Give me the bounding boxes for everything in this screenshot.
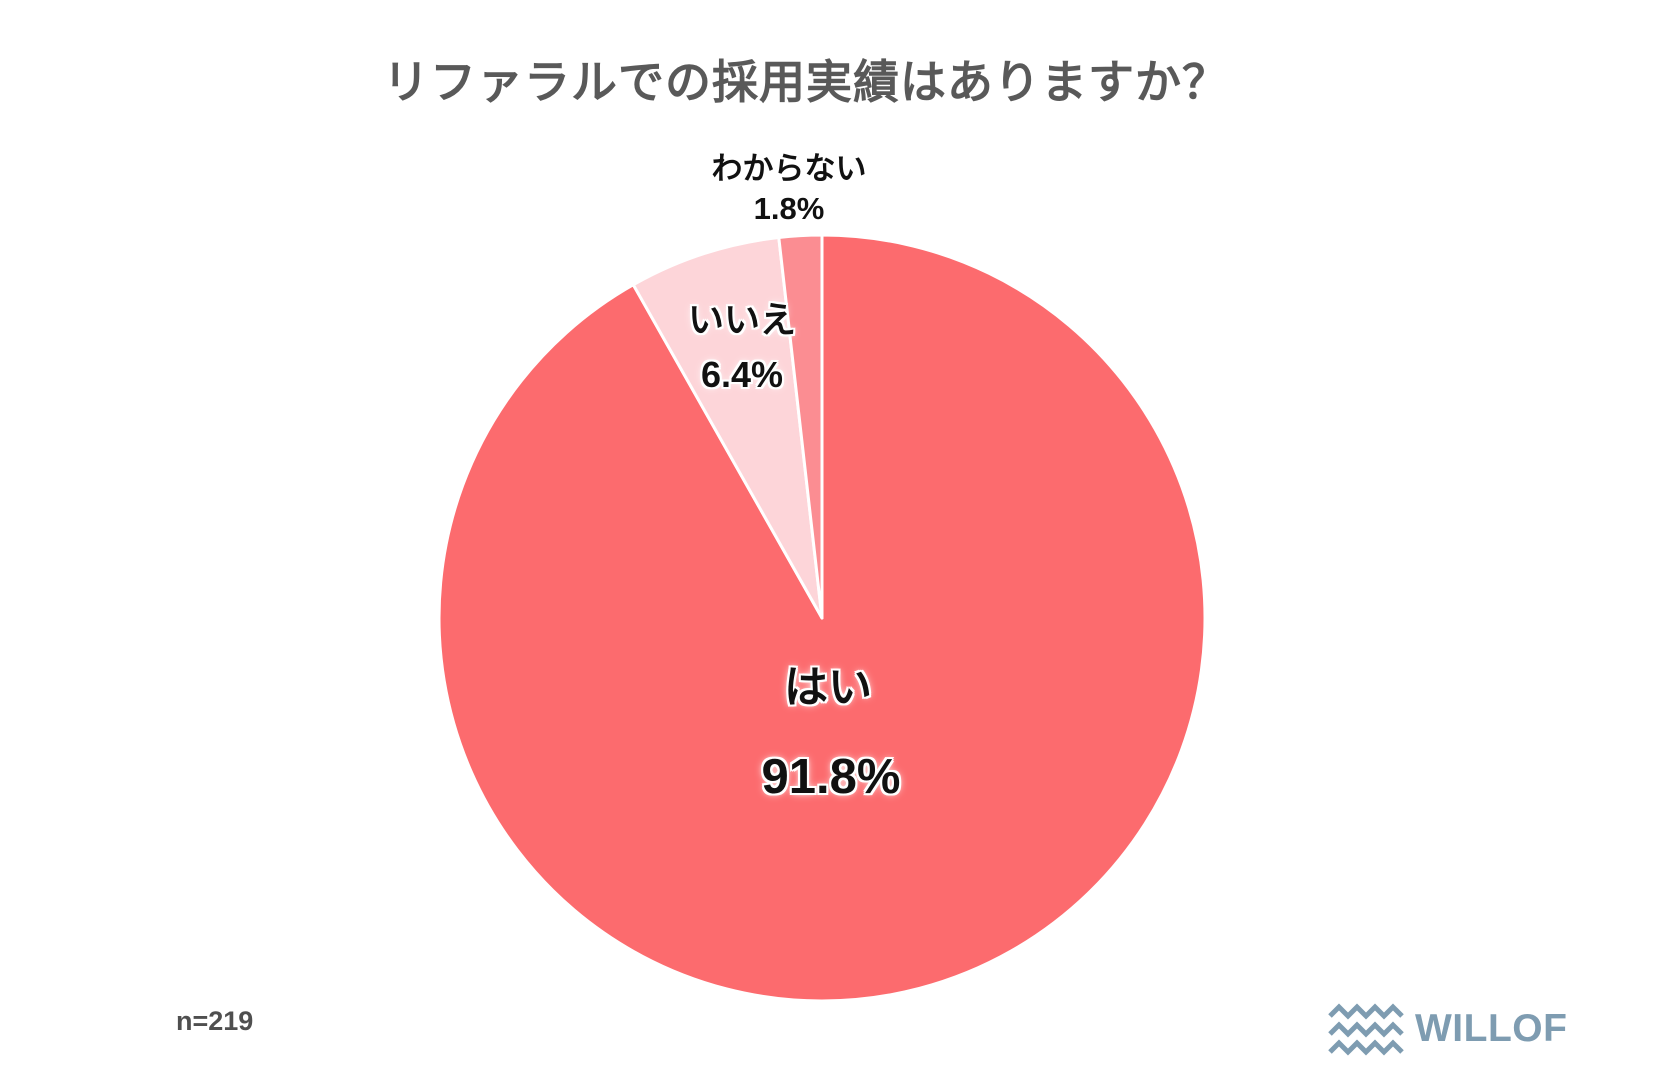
waves-icon xyxy=(1328,1003,1404,1056)
pie-slice-unknown xyxy=(777,233,824,620)
logo-text: WILLOF xyxy=(1415,1007,1568,1050)
pie-label-unknown-percent: 1.8% xyxy=(753,191,825,226)
pie-label-yes-name: はい xyxy=(784,663,872,712)
pie-chart xyxy=(437,233,1207,1003)
pie-label-no: いいえ 6.4% xyxy=(688,292,796,402)
pie-label-unknown-name: わからない xyxy=(711,151,867,186)
pie-slice-no xyxy=(631,235,824,620)
sample-size: n=219 xyxy=(176,1006,254,1036)
willof-logo: WILLOF xyxy=(1328,1002,1567,1056)
pie-label-unknown: わからない 1.8% xyxy=(712,149,867,229)
pie-label-no-name: いいえ xyxy=(687,299,797,340)
chart-title: リファラルでの採用実績はありますか？ xyxy=(383,56,1229,108)
pie-label-yes-percent: 91.8% xyxy=(761,750,901,804)
pie-label-no-percent: 6.4% xyxy=(700,354,784,395)
